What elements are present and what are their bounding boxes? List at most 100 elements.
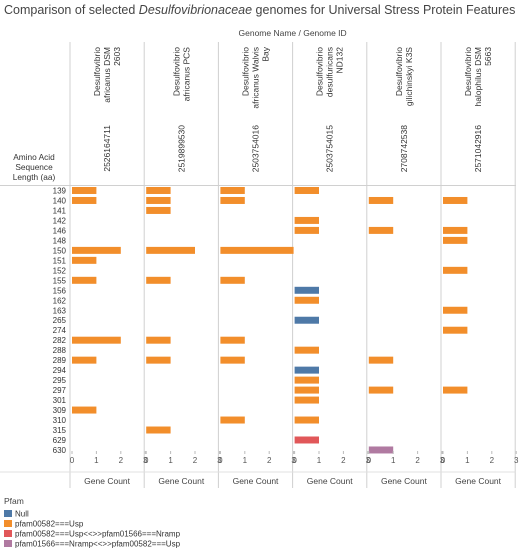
bar [443,266,468,274]
genome-name-line: halophilus DSM [473,47,483,107]
bar [72,406,97,414]
genome-name-line: gilichinskyi K3S [404,47,414,106]
bar [443,236,468,244]
column-header: Genome Name / Genome ID [239,28,347,38]
genome-name-line: Desulfovibrio [92,47,102,96]
legend-swatch [4,520,12,527]
x-tick-label: 3 [366,456,371,465]
bar [146,206,171,214]
x-tick-label: 1 [391,456,396,465]
row-label: 146 [53,226,67,235]
bar [294,226,319,234]
genome-id: 2708742538 [399,125,409,173]
bar [294,216,319,224]
x-tick-label: 2 [193,456,198,465]
row-label: 142 [53,216,67,225]
legend-item-label: Null [15,510,29,519]
row-header-label: Amino Acid [13,152,55,162]
bar [220,336,245,344]
x-tick-label: 2 [267,456,272,465]
x-axis-title: Gene Count [158,476,204,486]
x-tick-label: 3 [217,456,222,465]
bar [294,316,319,324]
bar [294,366,319,374]
row-label: 163 [53,306,67,315]
x-tick-label: 1 [168,456,173,465]
bar [146,276,171,284]
x-tick-label: 0 [144,456,149,465]
genome-name-line: africanus PCS [181,47,191,102]
x-axis-title: Gene Count [84,476,130,486]
legend-swatch [4,530,12,537]
x-tick-label: 1 [317,456,322,465]
row-header-label: Length (aa) [13,172,56,182]
bar [72,196,97,204]
bar [443,306,468,314]
bar [146,336,171,344]
x-tick-label: 0 [70,456,75,465]
bar [220,356,245,364]
bar [368,226,394,234]
row-label: 301 [53,396,67,405]
bar [368,386,394,394]
bar [368,196,394,204]
genome-name-line: desulfuricans [325,47,335,97]
row-label: 289 [53,356,67,365]
row-label: 152 [53,266,67,275]
row-label: 150 [53,246,67,255]
bar [294,436,319,444]
x-axis-title: Gene Count [233,476,279,486]
legend-title: Pfam [4,496,24,506]
row-label: 141 [53,206,67,215]
bar [443,326,468,334]
row-label: 155 [53,276,67,285]
bar [72,356,97,364]
genome-name-line: ND132 [335,47,345,74]
row-label: 140 [53,196,67,205]
x-axis-title: Gene Count [381,476,427,486]
bar [72,336,121,344]
genome-name-line: Desulfovibrio [241,47,251,96]
x-tick-label: 0 [367,456,372,465]
bar [294,396,319,404]
bar [294,286,319,294]
x-axis-title: Gene Count [455,476,501,486]
genome-name-line: Desulfovibrio [315,47,325,96]
bar [220,416,245,424]
bar [72,246,121,254]
row-label: 151 [53,256,67,265]
bar [72,256,97,264]
x-axis-title: Gene Count [307,476,353,486]
row-label: 156 [53,286,67,295]
genome-name-line: 5663 [483,47,493,66]
legend-item-label: pfam00582===Usp [15,520,84,529]
bar [146,426,171,434]
genome-id: 2526164711 [102,125,112,172]
bar [443,226,468,234]
x-tick-label: 0 [292,456,297,465]
bar [220,246,294,254]
chart-title-italic: Desulfovibrionaceae [138,3,253,17]
x-tick-label: 3 [143,456,148,465]
bar [146,246,195,254]
bar [294,346,319,354]
legend-item-label: pfam00582===Usp<<>>pfam01566===Nramp [15,530,181,539]
bar [146,196,171,204]
bar [368,356,394,364]
x-tick-label: 2 [490,456,495,465]
row-header-label: Sequence [15,162,53,172]
bar [294,376,319,384]
row-label: 139 [53,186,67,195]
row-label: 162 [53,296,67,305]
chart-title-suffix: genomes for Universal Stress Protein Fea… [252,3,516,17]
genome-name-line: Desulfovibrio [463,47,473,96]
row-label: 294 [53,366,67,375]
x-tick-label: 3 [440,456,445,465]
row-label: 274 [53,326,67,335]
bar [220,196,245,204]
chart-title-prefix: Comparison of selected [4,3,139,17]
x-tick-label: 3 [514,456,519,465]
bar [443,386,468,394]
row-label: 288 [53,346,67,355]
x-tick-label: 3 [291,456,296,465]
